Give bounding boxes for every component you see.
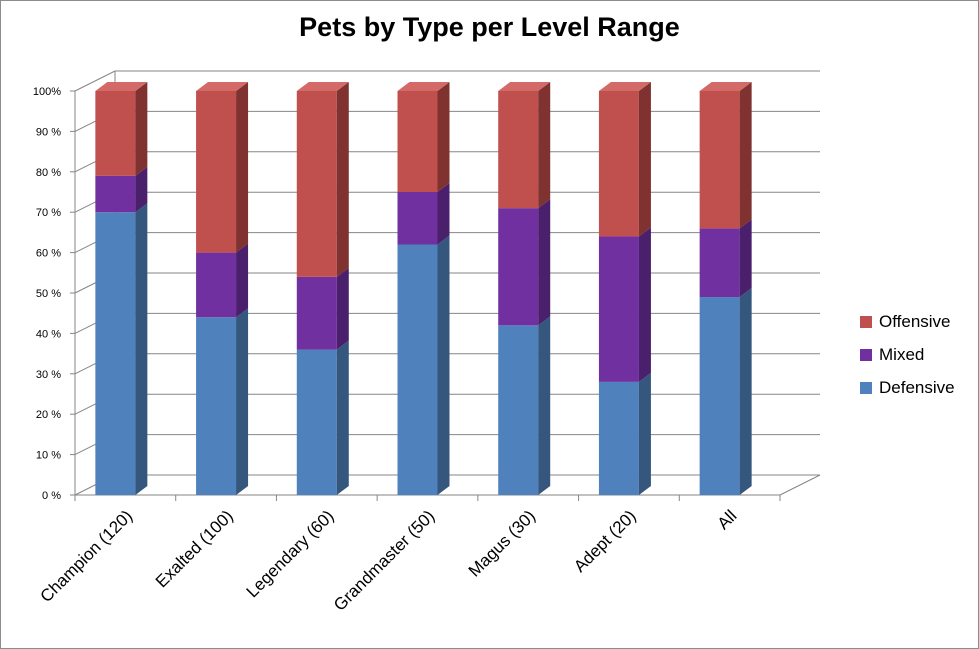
bars <box>95 82 752 495</box>
bar-mixed-6-side <box>638 227 651 382</box>
x-tick-label: Magus (30) <box>465 506 539 580</box>
x-tick-label: Champion (120) <box>37 506 137 606</box>
bar-mixed-7-side <box>739 219 752 298</box>
y-tick-label: 80 % <box>36 167 61 179</box>
bar-offensive-4 <box>397 91 438 192</box>
bar-mixed-2-side <box>236 243 249 318</box>
bar-offensive-6-side <box>638 82 651 237</box>
bar-mixed-6 <box>598 236 639 382</box>
x-tick-label: Grandmaster (50) <box>330 506 438 614</box>
bar-defensive-3 <box>296 349 337 495</box>
legend-label-mixed: Mixed <box>879 344 925 364</box>
bar-offensive-2-top <box>196 82 249 91</box>
bar-offensive-1-side <box>135 82 148 176</box>
bar-defensive-1-side <box>135 203 148 495</box>
bar-mixed-4 <box>397 192 438 245</box>
bar-offensive-3 <box>296 91 337 277</box>
bar-defensive-4-side <box>437 235 450 495</box>
bar-offensive-3-top <box>296 82 349 91</box>
x-tick-label: All <box>714 506 741 533</box>
bar-mixed-1-side <box>135 166 148 213</box>
legend-item-offensive: Offensive <box>860 305 955 338</box>
y-tick-label: 10 % <box>36 450 61 462</box>
y-tick-label: 30 % <box>36 369 61 381</box>
y-tick-label: 40 % <box>36 328 61 340</box>
x-tick-label: Exalted (100) <box>152 506 237 591</box>
gridline-diagonal <box>74 70 116 92</box>
legend-item-defensive: Defensive <box>860 371 955 404</box>
bar-defensive-5-side <box>538 316 551 495</box>
legend-swatch-defensive <box>860 381 872 394</box>
bar-defensive-3-side <box>336 340 349 495</box>
bar-offensive-5-top <box>498 82 551 91</box>
bar-mixed-5 <box>498 208 539 326</box>
bar-mixed-3 <box>296 276 337 350</box>
bar-offensive-4-side <box>437 82 450 192</box>
bar-mixed-1 <box>95 175 136 213</box>
bar-offensive-1 <box>95 91 136 176</box>
bar-mixed-4-side <box>437 183 450 245</box>
legend-swatch-offensive <box>860 315 872 328</box>
x-tick-label: Adept (20) <box>570 506 640 576</box>
bar-offensive-3-side <box>336 82 349 277</box>
bar-mixed-3-side <box>336 267 349 350</box>
legend: Offensive Mixed Defensive <box>860 305 955 404</box>
y-tick-label: 0 % <box>42 490 61 502</box>
bar-defensive-2 <box>196 317 237 495</box>
bar-offensive-7-top <box>699 82 752 91</box>
bar-defensive-7 <box>699 297 740 495</box>
bar-defensive-6-side <box>638 372 651 495</box>
bar-offensive-2 <box>196 91 237 253</box>
y-tick-label: 90 % <box>36 126 61 138</box>
chart-title: Pets by Type per Level Range <box>299 12 680 42</box>
bar-offensive-7-side <box>739 82 752 229</box>
y-tick-label: 70 % <box>36 207 61 219</box>
y-tick-label: 50 % <box>36 288 61 300</box>
bar-mixed-5-side <box>538 199 551 326</box>
x-tick-label: Legendary (60) <box>243 506 338 601</box>
bar-defensive-5 <box>498 325 539 495</box>
bar-offensive-6-top <box>598 82 651 91</box>
bar-defensive-2-side <box>236 308 249 495</box>
legend-label-defensive: Defensive <box>879 377 955 397</box>
bar-mixed-7 <box>699 228 740 298</box>
bar-offensive-5-side <box>538 82 551 209</box>
bar-mixed-2 <box>196 252 237 318</box>
bar-offensive-7 <box>699 91 740 229</box>
y-tick-label: 100% <box>33 86 61 98</box>
bar-defensive-6 <box>598 381 639 495</box>
bar-offensive-5 <box>498 91 539 209</box>
floor-edge <box>779 474 821 496</box>
bar-offensive-1-top <box>95 82 148 91</box>
bar-defensive-1 <box>95 212 136 495</box>
bar-offensive-4-top <box>397 82 450 91</box>
y-tick-label: 20 % <box>36 409 61 421</box>
y-tick-label: 60 % <box>36 248 61 260</box>
bar-offensive-2-side <box>236 82 249 253</box>
legend-item-mixed: Mixed <box>860 338 955 371</box>
bar-defensive-7-side <box>739 288 752 495</box>
bar-defensive-4 <box>397 244 438 495</box>
legend-label-offensive: Offensive <box>879 311 951 331</box>
legend-swatch-mixed <box>860 348 872 361</box>
bar-offensive-6 <box>598 91 639 237</box>
